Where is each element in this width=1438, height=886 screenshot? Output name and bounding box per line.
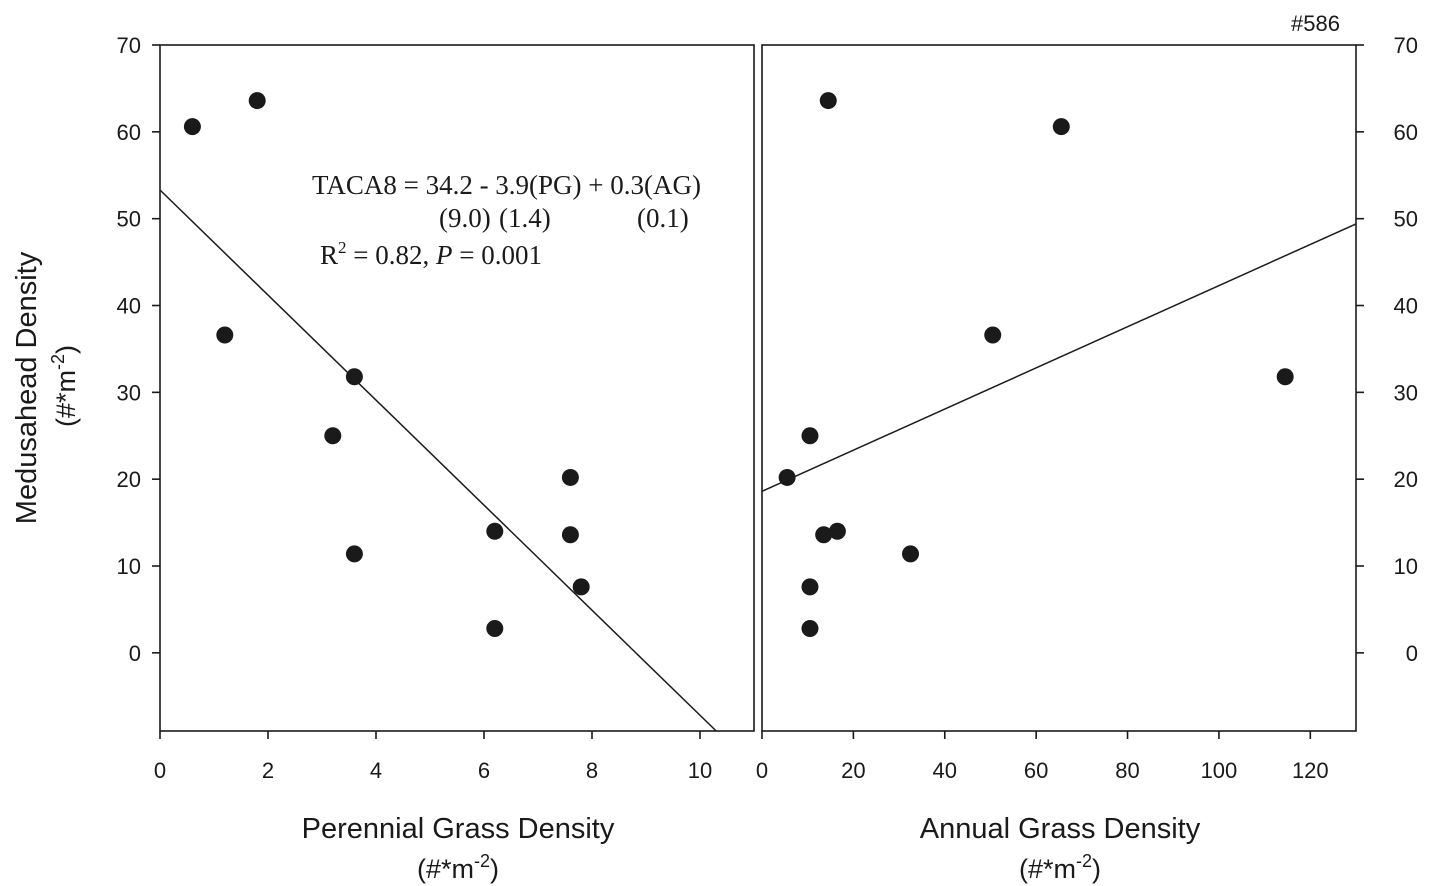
x-tick-label: 10: [688, 758, 712, 783]
data-point: [984, 326, 1002, 344]
data-point: [561, 526, 579, 544]
fit-line: [159, 189, 717, 732]
equation-se-pg: (1.4): [499, 203, 551, 233]
left-x-axis-unit: (#*m-2): [417, 851, 499, 884]
left-y-tick-label: 10: [117, 554, 141, 579]
p-label: P: [435, 240, 453, 270]
left-y-tick-label: 70: [117, 33, 141, 58]
x-tick-label: 100: [1201, 758, 1238, 783]
x-tick-label: 120: [1292, 758, 1329, 783]
data-point: [486, 620, 504, 638]
right-y-tick-label: 40: [1394, 294, 1418, 319]
equation-stats: R2 = 0.82, P = 0.001: [320, 238, 542, 270]
right-y-tick-label: 30: [1394, 380, 1418, 405]
regression-equation: TACA8 = 34.2 - 3.9(PG) + 0.3(AG) (9.0) (…: [312, 170, 701, 270]
x-tick-label: 0: [154, 758, 166, 783]
data-point: [801, 578, 819, 596]
left-y-tick-label: 50: [117, 207, 141, 232]
left-panel-marks: 0 2 4 6 8 10: [154, 92, 717, 783]
data-point: [324, 427, 342, 445]
right-x-axis-unit: (#*m-2): [1019, 851, 1101, 884]
data-point: [828, 522, 846, 540]
right-plot-frame: [761, 44, 1357, 732]
data-point: [815, 526, 833, 544]
x-tick-label: 60: [1024, 758, 1048, 783]
fit-line: [761, 223, 1357, 493]
left-y-tick-label: 60: [117, 120, 141, 145]
right-x-unit-close: ): [1092, 854, 1101, 884]
right-y-tick-label: 20: [1394, 467, 1418, 492]
data-point: [183, 118, 201, 136]
data-point: [902, 545, 919, 563]
equation-line: TACA8 = 34.2 - 3.9(PG) + 0.3(AG): [312, 170, 701, 200]
data-point: [561, 468, 579, 486]
data-point: [572, 578, 590, 596]
data-point: [1052, 118, 1070, 136]
left-y-tick-label: 30: [117, 380, 141, 405]
y-axis-unit-exp: -2: [48, 354, 68, 370]
x-tick-label: 8: [586, 758, 598, 783]
left-x-axis-label: Perennial Grass Density: [302, 813, 615, 845]
data-point: [819, 92, 837, 110]
y-axis-unit-label: (#*m: [51, 370, 81, 427]
y-axis-title: Medusahead Density: [11, 251, 43, 524]
right-y-tick-label: 10: [1394, 554, 1418, 579]
right-y-axis: 0 10 20 30 40 50 60 70: [1356, 33, 1418, 666]
r2-prefix: R: [320, 240, 338, 270]
svg-text:(#*m-2): (#*m-2): [48, 345, 81, 427]
x-tick-label: 40: [933, 758, 957, 783]
p-value: = 0.001: [453, 240, 542, 270]
left-x-unit-close: ): [490, 854, 499, 884]
left-x-unit-exp: -2: [474, 851, 490, 871]
r2-mid: = 0.82,: [347, 240, 436, 270]
left-x-unit-label: (#*m: [417, 854, 474, 884]
equation-se-intercept: (9.0): [439, 203, 491, 233]
data-point: [801, 427, 819, 445]
right-y-tick-label: 50: [1394, 207, 1418, 232]
y-axis-unit: (#*m-2): [48, 345, 81, 427]
right-y-tick-label: 60: [1394, 120, 1418, 145]
r2-exp: 2: [338, 238, 347, 257]
left-y-tick-label: 0: [129, 641, 141, 666]
right-y-tick-label: 70: [1394, 33, 1418, 58]
right-x-unit-exp: -2: [1076, 851, 1092, 871]
right-panel-marks: 0 20 40 60 80 100 120: [756, 92, 1357, 783]
figure-id: #586: [1291, 11, 1340, 36]
left-plot-frame: [159, 44, 755, 732]
data-point: [778, 468, 796, 486]
data-point: [345, 545, 363, 563]
right-x-unit-label: (#*m: [1019, 854, 1076, 884]
data-point: [801, 620, 819, 638]
data-point: [345, 368, 363, 386]
data-point: [486, 522, 504, 540]
x-tick-label: 4: [370, 758, 382, 783]
x-tick-label: 80: [1115, 758, 1139, 783]
right-y-tick-label: 0: [1406, 641, 1418, 666]
left-y-axis: 0 10 20 30 40 50 60 70: [117, 33, 160, 666]
data-point: [1276, 368, 1294, 386]
x-tick-label: 2: [262, 758, 274, 783]
right-x-axis-label: Annual Grass Density: [920, 813, 1201, 845]
y-axis-label: Medusahead Density: [11, 251, 43, 524]
left-y-tick-label: 40: [117, 294, 141, 319]
equation-se-ag: (0.1): [637, 203, 689, 233]
x-tick-label: 20: [841, 758, 865, 783]
x-tick-label: 0: [756, 758, 768, 783]
left-y-tick-label: 20: [117, 467, 141, 492]
data-point: [216, 326, 234, 344]
data-point: [248, 92, 266, 110]
y-axis-unit-close: ): [51, 345, 81, 354]
x-tick-label: 6: [478, 758, 490, 783]
